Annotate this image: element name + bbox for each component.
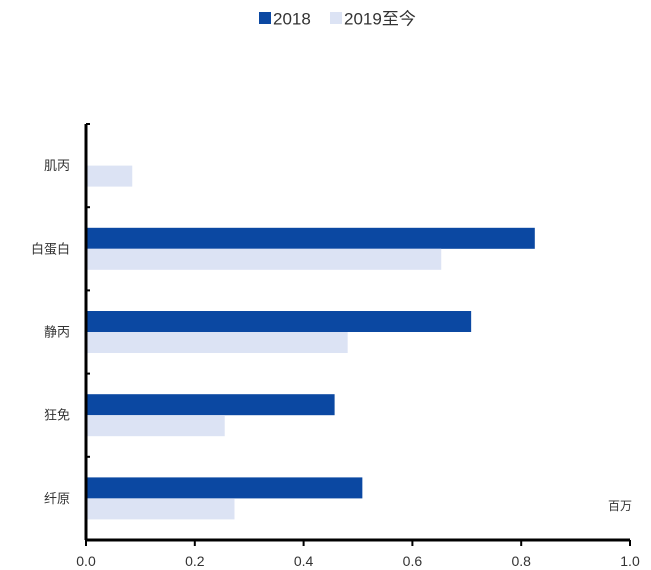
category-label-4: 纤原 [44,492,70,507]
x-tick-label-3: 0.6 [403,553,423,569]
bar-2019至今-2 [86,332,348,353]
bar-2018-1 [86,227,535,249]
category-label-1: 白蛋白 [31,241,70,257]
legend-swatch-0 [259,12,271,24]
legend-label-0: 2018 [273,10,311,29]
x-tick-label-2: 0.4 [294,553,314,569]
category-label-0: 肌丙 [44,159,70,174]
bar-2019至今-4 [86,498,235,520]
bar-2019至今-1 [86,248,442,270]
bar-2018-4 [86,477,363,499]
bar-2018-2 [86,311,472,332]
category-label-3: 狂免 [44,409,70,424]
bar-2019至今-0 [86,165,133,187]
bar-2018-3 [86,394,335,416]
x-tick-label-1: 0.2 [185,553,205,569]
x-tick-label-0: 0.0 [76,553,96,569]
x-tick-label-4: 0.8 [511,553,531,569]
legend-label-1: 2019至今 [344,10,416,29]
bar-2019至今-3 [86,415,225,437]
category-label-2: 静丙 [44,326,70,341]
legend-swatch-1 [330,12,342,24]
unit-label: 百万 [608,499,632,513]
x-tick-label-5: 1.0 [620,553,640,569]
bars [86,165,535,520]
legend: 2018 2019至今 [259,10,416,29]
